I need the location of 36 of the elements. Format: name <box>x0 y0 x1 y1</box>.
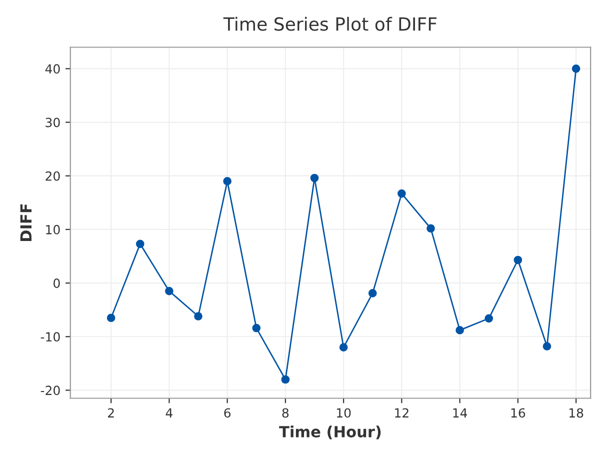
y-tick-label: 40 <box>45 64 60 74</box>
x-tick-label: 14 <box>453 408 468 418</box>
point <box>572 64 580 73</box>
y-tick-label: -20 <box>40 386 60 396</box>
point <box>106 314 116 322</box>
point <box>165 286 174 296</box>
chart-title: Time Series Plot of DIFF <box>223 16 436 31</box>
x-tick-label: 10 <box>336 408 351 418</box>
y-tick-label: 30 <box>46 118 60 128</box>
x-tick-label: 2 <box>108 408 114 418</box>
y-tick-label: 20 <box>46 171 60 181</box>
x-tick-label: 18 <box>569 408 584 418</box>
x-axis-title: Time (Hour) <box>279 426 381 440</box>
point <box>456 326 464 334</box>
point <box>223 177 232 186</box>
point <box>194 312 202 320</box>
point <box>368 289 377 298</box>
point <box>252 324 261 332</box>
point <box>426 224 435 233</box>
point <box>484 314 494 323</box>
y-tick-label: 10 <box>46 224 60 234</box>
point <box>339 343 348 352</box>
point <box>136 240 144 248</box>
y-tick-label: 0 <box>54 278 60 288</box>
x-tick-label: 16 <box>511 408 526 418</box>
y-axis-title: DIFF <box>20 204 32 241</box>
y-tick-label: -10 <box>40 332 60 342</box>
point <box>398 189 406 198</box>
x-tick-label: 4 <box>166 408 172 418</box>
x-tick-label: 6 <box>224 408 230 418</box>
x-tick-label: 12 <box>395 408 408 418</box>
point <box>310 174 319 182</box>
x-tick-label: 8 <box>282 408 289 418</box>
point <box>281 375 290 384</box>
point <box>514 256 522 264</box>
point <box>542 342 552 350</box>
